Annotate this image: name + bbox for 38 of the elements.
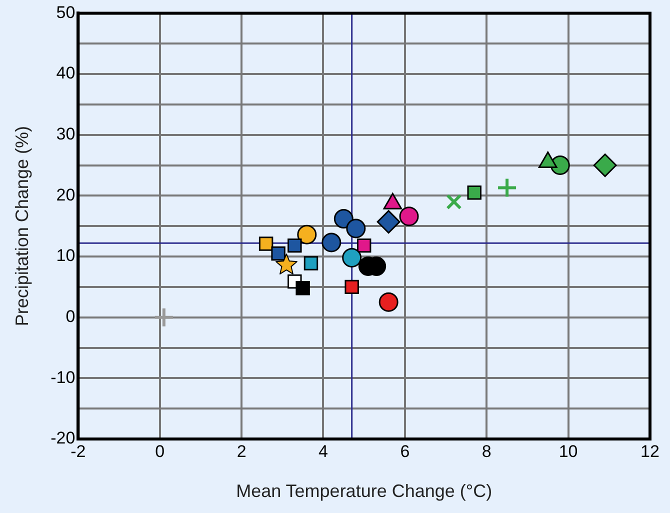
x-axis-title: Mean Temperature Change (°C) (236, 481, 492, 502)
point (271, 246, 286, 261)
x-tick-label: 10 (558, 442, 578, 461)
point (346, 218, 366, 238)
point (446, 194, 462, 210)
point (258, 236, 274, 251)
point (399, 206, 419, 226)
y-tick-label: -10 (50, 368, 76, 387)
point (342, 248, 362, 268)
y-tick-label: 50 (56, 2, 76, 22)
point (153, 306, 174, 328)
x-tick-label: 0 (155, 442, 165, 461)
point (297, 224, 317, 244)
y-tick-label: -20 (50, 428, 76, 448)
x-tick-label: 12 (640, 442, 660, 461)
y-tick-label: 40 (56, 64, 76, 83)
y-tick-label: 20 (56, 185, 76, 204)
point (593, 154, 617, 178)
x-tick-label: 2 (236, 442, 246, 461)
y-tick-label: 0 (66, 307, 76, 326)
point (334, 209, 354, 229)
point (288, 238, 302, 253)
point (344, 280, 359, 294)
point (378, 292, 398, 312)
point (467, 186, 482, 200)
y-axis-title: Precipitation Change (%) (12, 126, 32, 326)
point (304, 256, 318, 270)
point (296, 281, 310, 296)
y-tick-label: 30 (56, 124, 76, 144)
y-tick-label: 10 (56, 246, 76, 266)
point (276, 254, 298, 274)
x-tick-label: 4 (318, 442, 328, 461)
x-tick-label: 8 (482, 442, 492, 461)
point (376, 210, 400, 234)
point (356, 238, 372, 253)
point (496, 177, 518, 198)
point (322, 232, 342, 252)
x-tick-label: 6 (400, 442, 410, 461)
